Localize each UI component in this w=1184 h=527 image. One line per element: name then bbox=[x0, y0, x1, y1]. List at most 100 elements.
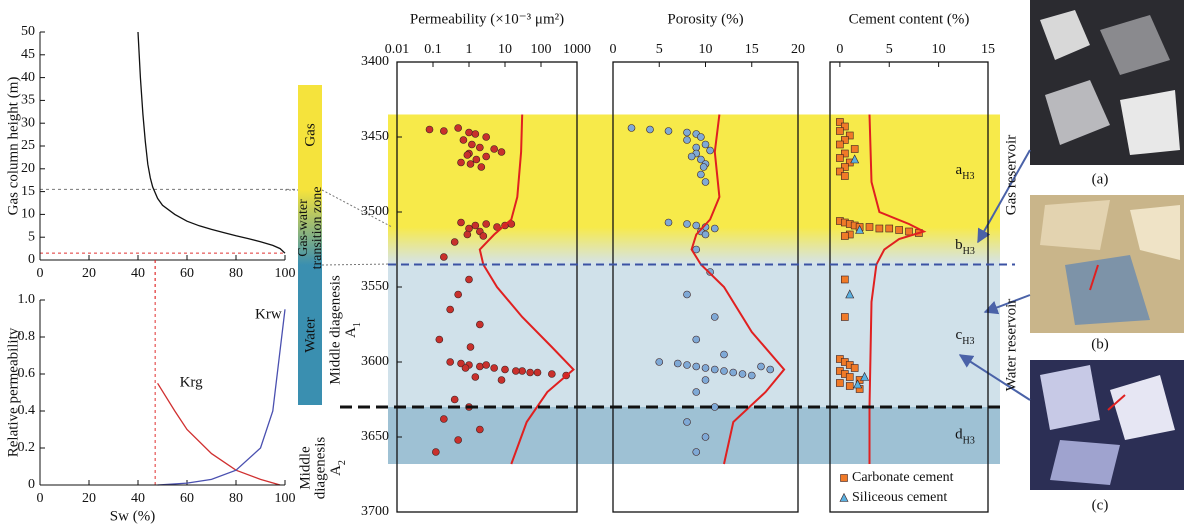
y-tick-label: 3400 bbox=[361, 54, 389, 69]
y-tick-label: 10 bbox=[21, 207, 35, 222]
point bbox=[425, 125, 434, 134]
point bbox=[836, 140, 844, 149]
point bbox=[446, 305, 454, 314]
photo-arrow bbox=[1089, 264, 1099, 291]
x-tick-label: 0 bbox=[836, 42, 843, 57]
x-tick-label: 100 bbox=[275, 491, 296, 506]
y-tick-label: 20 bbox=[21, 161, 35, 176]
point bbox=[895, 226, 903, 234]
zone-label: bH3 bbox=[955, 237, 975, 256]
x-axis-label: Sw (%) bbox=[110, 508, 155, 524]
point bbox=[766, 365, 775, 374]
y-tick-label: 0.6 bbox=[18, 366, 36, 381]
panel: 0 5 10 15 Cement content (%) Carbonate cement… bbox=[829, 11, 995, 513]
arrow bbox=[958, 354, 1031, 401]
point bbox=[841, 172, 849, 180]
point bbox=[701, 178, 710, 186]
grain bbox=[1040, 10, 1090, 60]
x-tick-label: 10 bbox=[932, 42, 946, 57]
legend-marker bbox=[840, 474, 848, 482]
zone-band bbox=[388, 264, 1000, 407]
point bbox=[845, 382, 854, 390]
point bbox=[646, 125, 654, 134]
y-tick-label: 3500 bbox=[361, 204, 389, 219]
y-tick-label: 25 bbox=[21, 138, 35, 153]
point bbox=[845, 373, 854, 381]
strip-label: Gas-water bbox=[296, 199, 311, 257]
point bbox=[692, 388, 701, 396]
point bbox=[701, 364, 710, 372]
point bbox=[710, 224, 719, 233]
point bbox=[720, 350, 728, 359]
grain bbox=[1045, 80, 1110, 145]
strip-label: Gas bbox=[302, 123, 318, 146]
connector bbox=[321, 189, 393, 228]
y-axis-label: Relative permeability bbox=[5, 327, 21, 457]
point bbox=[482, 152, 490, 161]
point bbox=[482, 220, 490, 228]
photo-caption: (a) bbox=[1092, 171, 1109, 187]
point bbox=[501, 365, 509, 374]
x-tick-label: 0 bbox=[37, 266, 44, 281]
point bbox=[706, 146, 714, 155]
grain bbox=[1130, 205, 1180, 260]
point bbox=[468, 140, 476, 149]
point bbox=[450, 395, 459, 404]
point bbox=[476, 362, 484, 371]
x-tick-label: 1000 bbox=[563, 42, 591, 57]
point bbox=[463, 151, 472, 159]
point bbox=[548, 370, 556, 378]
x-tick-label: 0.01 bbox=[385, 42, 410, 57]
point bbox=[466, 160, 475, 168]
series-label: Krw bbox=[255, 307, 282, 323]
x-tick-label: 40 bbox=[131, 491, 145, 506]
point bbox=[440, 415, 448, 423]
point bbox=[479, 232, 488, 240]
point bbox=[841, 232, 849, 240]
zone-sub: H3 bbox=[963, 246, 975, 257]
point bbox=[454, 436, 462, 444]
point bbox=[440, 253, 448, 261]
point bbox=[465, 128, 473, 137]
point bbox=[461, 364, 470, 372]
x-tick-label: 20 bbox=[791, 42, 805, 57]
point bbox=[471, 221, 480, 230]
y-tick-label: 0 bbox=[28, 252, 35, 267]
point bbox=[476, 143, 484, 152]
point bbox=[865, 223, 874, 231]
strip-water bbox=[298, 265, 322, 405]
point bbox=[683, 418, 691, 426]
x-tick-label: 0.1 bbox=[424, 42, 442, 57]
point bbox=[518, 367, 526, 375]
point bbox=[465, 275, 473, 284]
point bbox=[875, 224, 884, 233]
y-tick-label: 3450 bbox=[361, 129, 389, 144]
point bbox=[683, 136, 691, 144]
point bbox=[850, 154, 860, 164]
point bbox=[497, 148, 506, 156]
point bbox=[683, 361, 691, 369]
plot-frame bbox=[396, 61, 578, 513]
panel-title: Porosity (%) bbox=[667, 11, 743, 27]
point bbox=[457, 158, 465, 167]
x-tick-label: 100 bbox=[531, 42, 552, 57]
point bbox=[706, 268, 714, 276]
point bbox=[841, 149, 849, 158]
y-tick-label: 0.8 bbox=[18, 329, 36, 344]
point bbox=[476, 320, 484, 329]
point bbox=[440, 127, 448, 135]
x-tick-label: 10 bbox=[699, 42, 713, 57]
photo-caption: (b) bbox=[1091, 336, 1109, 352]
point bbox=[655, 358, 664, 366]
point bbox=[692, 335, 701, 344]
photo-arrow bbox=[1107, 394, 1126, 411]
point bbox=[446, 358, 454, 366]
y-tick-label: 3600 bbox=[361, 354, 389, 369]
point bbox=[850, 145, 859, 153]
point bbox=[747, 371, 756, 380]
x-tick-label: 100 bbox=[275, 266, 296, 281]
grain bbox=[1065, 255, 1150, 325]
annotation: Gas reservoir bbox=[1003, 135, 1019, 215]
point bbox=[701, 376, 710, 384]
y-tick-label: 5 bbox=[28, 229, 35, 244]
